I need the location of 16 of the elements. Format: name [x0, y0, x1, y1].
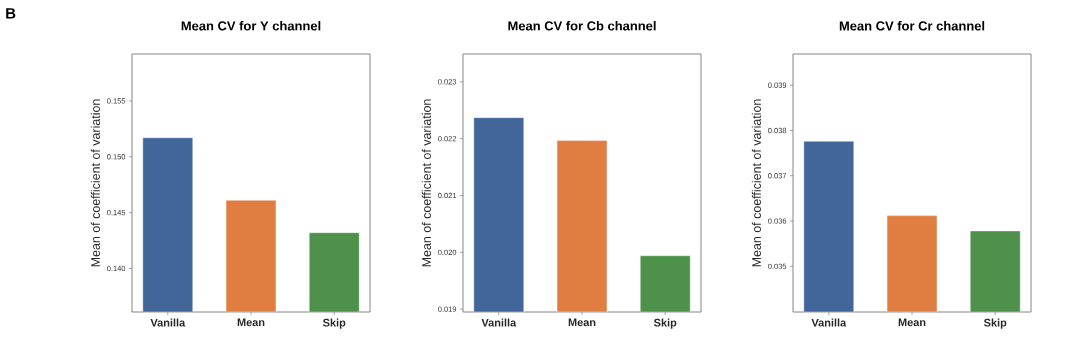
text: B	[6, 8, 16, 19]
x-tick-label: Skip	[322, 318, 346, 329]
y-axis-title: Mean of coefficient of variation	[90, 99, 100, 267]
y-axis-title: Mean of coefficient of variation	[421, 99, 431, 267]
x-tick-label: Skip	[653, 318, 677, 329]
chart-title: Mean CV for Cr channel	[839, 20, 985, 31]
x-tick-label: Vanilla	[150, 318, 186, 327]
x-tick-label: Mean	[568, 318, 596, 327]
x-tick-label: Mean	[237, 318, 265, 327]
chart-title: Mean CV for Cb channel	[508, 20, 656, 31]
x-tick-label: Mean	[898, 318, 926, 327]
chart-title: Mean CV for Y channel	[181, 20, 321, 31]
y-axis-title: Mean of coefficient of variation	[751, 99, 761, 267]
x-tick-label: Vanilla	[481, 318, 517, 327]
x-tick-label: Skip	[983, 318, 1007, 329]
x-tick-label: Vanilla	[811, 318, 847, 327]
